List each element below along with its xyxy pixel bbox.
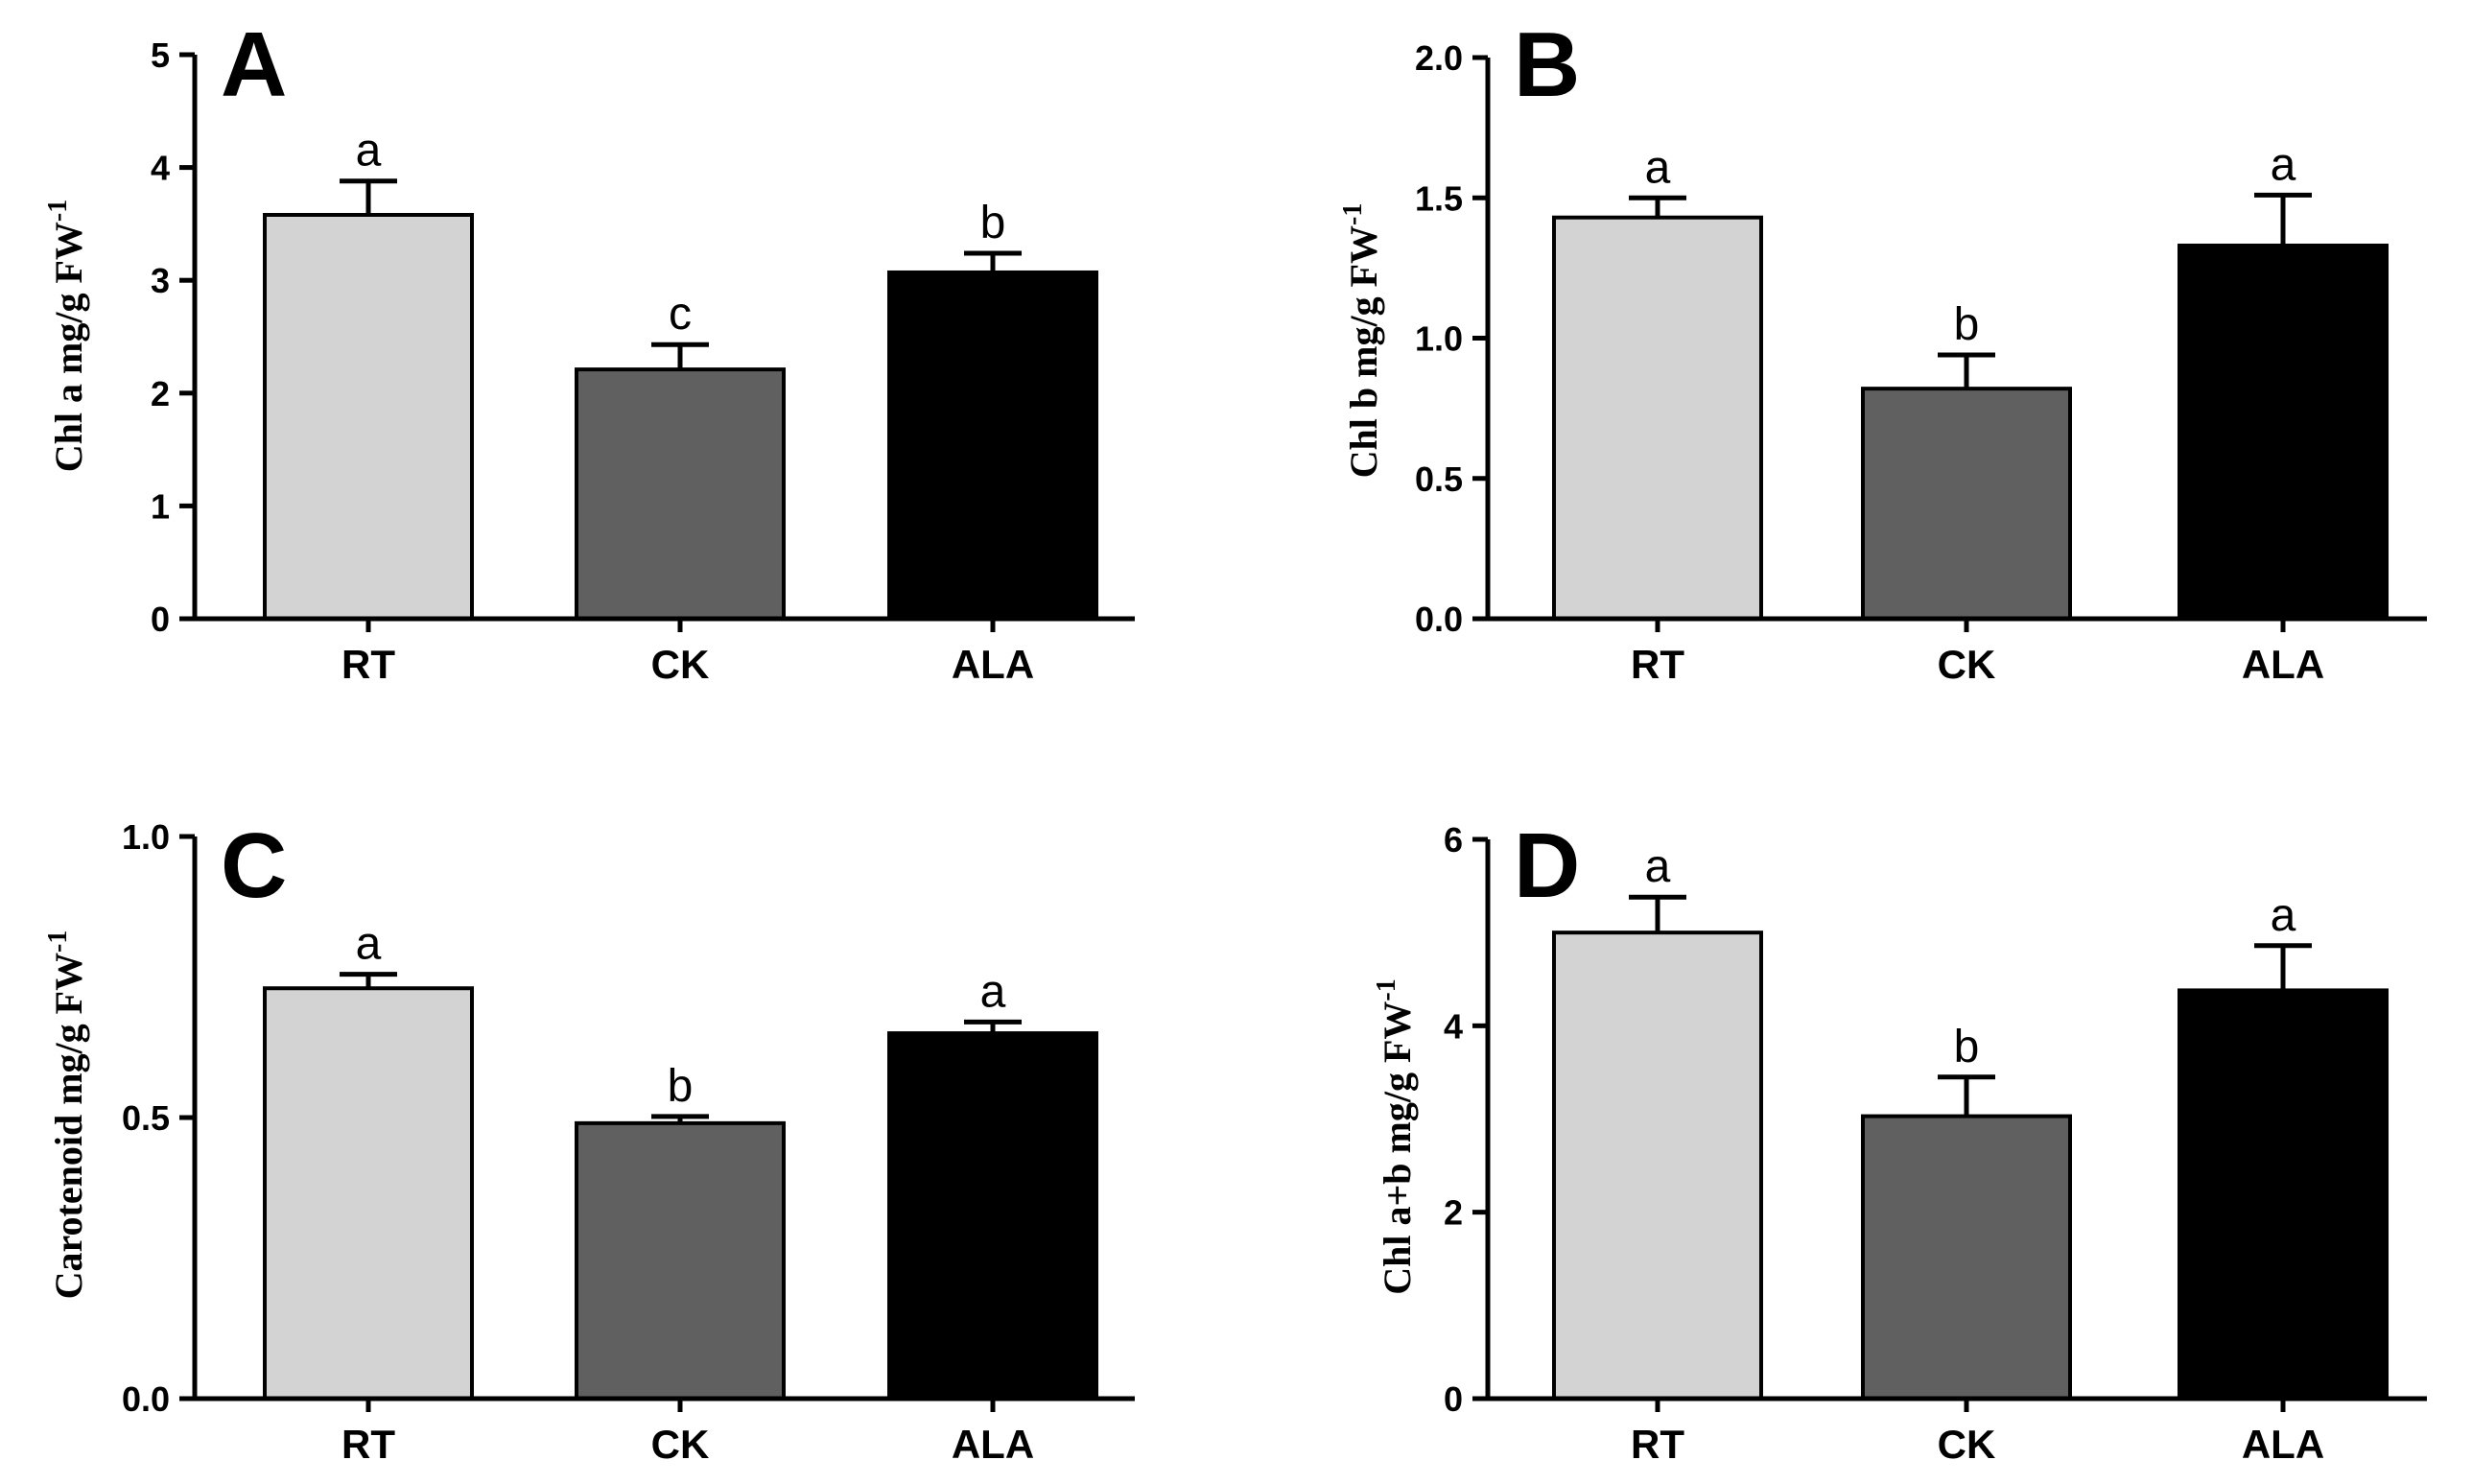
- significance-letter: a: [356, 126, 382, 177]
- y-tick-label: 0.0: [122, 1379, 170, 1419]
- y-tick-label: 1.0: [1415, 319, 1463, 359]
- x-tick-label: RT: [341, 1422, 395, 1467]
- panel-label: B: [1514, 13, 1580, 116]
- y-axis-title: Chl a mg/g FW-1: [43, 200, 90, 472]
- y-tick-label: 1: [151, 486, 170, 526]
- y-axis-title: Chl b mg/g FW-1: [1338, 203, 1385, 479]
- significance-letter: a: [2271, 890, 2296, 941]
- bar-rt: [1552, 215, 1763, 621]
- bar-ala: [887, 1031, 1098, 1401]
- bar-rt: [263, 212, 474, 621]
- y-tick-label: 2.0: [1415, 38, 1463, 78]
- x-tick-label: CK: [651, 1422, 710, 1467]
- x-tick-label: RT: [1631, 1422, 1684, 1467]
- chart-panel-c: a RT b CK a ALA 0.0 0.5 1.0 C Carotenoid mg/g FW-1: [43, 814, 1135, 1467]
- x-tick-label: ALA: [952, 1422, 1034, 1467]
- y-axis-title-superscript: -1: [43, 930, 73, 953]
- x-tick-label: RT: [341, 642, 395, 687]
- significance-letter: a: [2271, 139, 2296, 190]
- y-axis-title-text: Chl b mg/g FW: [1342, 225, 1385, 478]
- chart-panel-b: a RT b CK a ALA 0.0 0.5 1.0 1.5 2.0 B Chl b mg/g FW-…: [1338, 13, 2427, 687]
- y-axis-title-text: Carotenoid mg/g FW: [47, 953, 90, 1299]
- y-tick-label: 0: [151, 600, 170, 639]
- bar-ala: [887, 270, 1098, 621]
- x-tick-label: RT: [1631, 642, 1684, 687]
- y-tick-label: 2: [1444, 1193, 1463, 1233]
- y-axis-title-text: Chl a mg/g FW: [47, 222, 90, 472]
- y-tick-label: 4: [1444, 1006, 1463, 1046]
- significance-letter: a: [356, 919, 382, 970]
- bar-ck: [1861, 1114, 2072, 1401]
- significance-letter: b: [1954, 1022, 1980, 1072]
- y-tick-label: 0.5: [122, 1098, 170, 1138]
- bar-ck: [575, 367, 786, 621]
- x-tick-label: CK: [1938, 642, 1996, 687]
- significance-letter: a: [1645, 142, 1671, 193]
- y-tick-label: 1.0: [122, 817, 170, 857]
- y-tick-label: 6: [1444, 820, 1463, 860]
- bar-rt: [263, 986, 474, 1401]
- bar-ala: [2178, 988, 2389, 1402]
- y-tick-label: 0.5: [1415, 459, 1463, 499]
- bar-ala: [2178, 243, 2389, 621]
- bar-ck: [575, 1120, 786, 1401]
- x-tick-label: CK: [1938, 1422, 1996, 1467]
- bar-ck: [1861, 387, 2072, 621]
- y-axis-title-superscript: -1: [1372, 978, 1401, 1001]
- significance-letter: a: [980, 966, 1006, 1017]
- bar-rt: [1552, 930, 1763, 1402]
- chart-panel-a: a RT c CK b ALA 0 1 2 3 4 5 A Chl a mg/g FW-1: [43, 13, 1135, 687]
- y-tick-label: 4: [151, 149, 170, 188]
- y-tick-label: 0: [1444, 1379, 1463, 1419]
- y-tick-label: 2: [151, 374, 170, 413]
- x-tick-label: ALA: [2242, 1422, 2324, 1467]
- significance-letter: b: [980, 198, 1006, 248]
- significance-letter: c: [669, 289, 692, 340]
- panel-label: D: [1514, 814, 1580, 917]
- panel-label: C: [221, 814, 287, 917]
- x-tick-label: ALA: [952, 642, 1034, 687]
- x-tick-label: ALA: [2242, 642, 2324, 687]
- significance-letter: b: [668, 1061, 694, 1112]
- x-tick-label: CK: [651, 642, 710, 687]
- y-tick-label: 5: [151, 35, 170, 75]
- y-axis-title-superscript: -1: [1338, 203, 1368, 225]
- y-tick-label: 1.5: [1415, 178, 1463, 218]
- y-axis-title: Chl a+b mg/g FW-1: [1372, 978, 1419, 1294]
- panel-label: A: [221, 13, 287, 116]
- y-axis-title-superscript: -1: [43, 200, 73, 222]
- y-tick-label: 0.0: [1415, 600, 1463, 639]
- significance-letter: b: [1954, 299, 1980, 350]
- y-axis-title: Carotenoid mg/g FW-1: [43, 930, 90, 1300]
- chart-panel-d: a RT b CK a ALA 0 2 4 6 D Chl a+b mg/g FW-1: [1372, 814, 2427, 1467]
- significance-letter: a: [1645, 841, 1671, 892]
- y-axis-title-text: Chl a+b mg/g FW: [1376, 1001, 1419, 1295]
- y-tick-label: 3: [151, 261, 170, 300]
